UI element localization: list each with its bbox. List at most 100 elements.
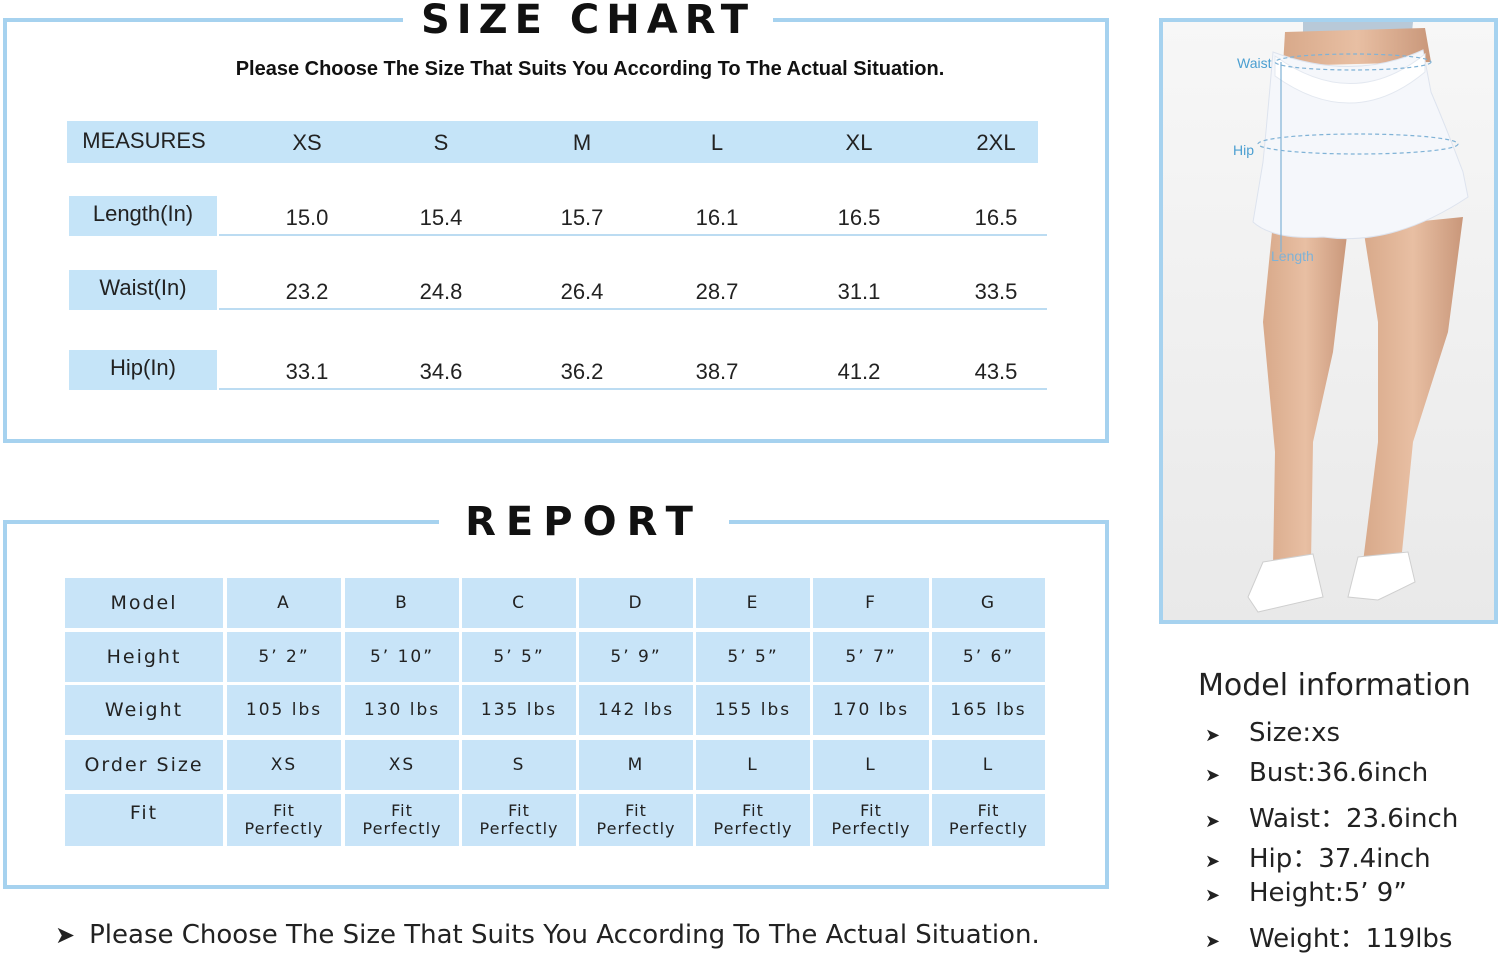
report-row-label: Fit: [65, 794, 223, 846]
report-fit-text: Fit: [860, 801, 882, 820]
bottom-note: ➤ Please Choose The Size That Suits You A…: [55, 920, 1040, 950]
size-value: 23.2: [285, 279, 329, 304]
report-cell: 135 lbs: [462, 685, 576, 735]
size-value: 24.8: [419, 279, 463, 304]
report-cell: 105 lbs: [227, 685, 341, 735]
report-cell: XS: [345, 740, 459, 790]
report-fit-text: Perfectly: [244, 819, 324, 838]
size-value: 16.5: [837, 205, 881, 230]
header-size: XS: [292, 130, 322, 155]
arrow-icon: ➤: [1205, 765, 1221, 786]
size-value: 41.2: [837, 359, 881, 384]
size-value: 33.5: [974, 279, 1018, 304]
size-value: 43.5: [974, 359, 1018, 384]
size-header-band: [67, 121, 1038, 163]
size-chart-subtitle: Please Choose The Size That Suits You Ac…: [235, 58, 945, 80]
report-cell: F: [813, 578, 929, 628]
row-label: Length(In): [92, 201, 194, 226]
report-row-label: Model: [65, 578, 223, 628]
report-cell: 170 lbs: [813, 685, 929, 735]
length-label: Length: [1271, 248, 1314, 264]
size-value: 33.1: [285, 359, 329, 384]
arrow-icon: ➤: [1205, 725, 1221, 746]
header-size: XL: [845, 130, 873, 155]
arrow-icon: ➤: [1205, 885, 1221, 906]
report-cell: 155 lbs: [696, 685, 810, 735]
report-cell: M: [579, 740, 693, 790]
row-divider: [219, 388, 1047, 390]
arrow-icon: ➤: [55, 921, 76, 949]
report-cell: 5’ 9”: [579, 632, 693, 682]
report-fit-cell: Fit Perfectly: [813, 794, 929, 846]
report-fit-text: Perfectly: [713, 819, 793, 838]
report-fit-cell: Fit Perfectly: [696, 794, 810, 846]
report-cell: 5’ 10”: [345, 632, 459, 682]
header-size: 2XL: [976, 130, 1016, 155]
model-info-text: Size:xs: [1249, 718, 1341, 748]
report-cell: A: [227, 578, 341, 628]
report-cell: 5’ 2”: [227, 632, 341, 682]
report-cell: C: [462, 578, 576, 628]
report-fit-text: Perfectly: [479, 819, 559, 838]
report-fit-cell: Fit Perfectly: [932, 794, 1045, 846]
row-label-bg: [69, 350, 217, 390]
size-value: 15.4: [419, 205, 463, 230]
row-divider: [219, 234, 1047, 236]
row-label: Waist(In): [99, 275, 187, 300]
report-fit-text: Perfectly: [362, 819, 442, 838]
model-photo: Waist Hip Length: [1159, 18, 1498, 624]
report-row-label: Order Size: [65, 740, 223, 790]
waist-label: Waist: [1237, 55, 1272, 71]
report-fit-text: Fit: [625, 801, 647, 820]
header-size: S: [433, 130, 449, 155]
report-fit-text: Perfectly: [949, 819, 1028, 838]
report-panel: REPORT Model A B C D E F G Height 5’ 2” 5’ 10” 5’ 5…: [3, 500, 1109, 889]
report-fit-text: Fit: [977, 801, 1000, 820]
report-title: REPORT: [439, 500, 729, 544]
size-value: 26.4: [560, 279, 604, 304]
model-info-title: Model information: [1198, 668, 1471, 703]
arrow-icon: ➤: [1205, 811, 1221, 832]
report-fit-cell: Fit Perfectly: [345, 794, 459, 846]
bottom-note-text: Please Choose The Size That Suits You Ac…: [89, 920, 1040, 950]
size-value: 16.1: [695, 205, 739, 230]
model-info-item: ➤ Size:xs: [1205, 718, 1340, 748]
report-fit-text: Perfectly: [596, 819, 676, 838]
model-info-item: ➤ Hip：37.4inch: [1205, 838, 1431, 875]
header-size: M: [572, 130, 592, 155]
row-label-bg: [69, 270, 217, 310]
row-label-bg: [69, 196, 217, 236]
report-cell: 5’ 5”: [462, 632, 576, 682]
size-chart-panel: SIZE CHART Please Choose The Size That S…: [3, 0, 1109, 443]
report-cell: E: [696, 578, 810, 628]
report-cell: L: [696, 740, 810, 790]
report-cell: D: [579, 578, 693, 628]
size-value: 36.2: [560, 359, 604, 384]
size-value: 15.7: [560, 205, 604, 230]
row-label: Hip(In): [109, 355, 176, 380]
model-info-text: Weight：119lbs: [1249, 924, 1453, 954]
report-cell: 5’ 7”: [813, 632, 929, 682]
size-value: 38.7: [695, 359, 739, 384]
report-fit-text: Fit: [273, 801, 295, 820]
arrow-icon: ➤: [1205, 931, 1221, 952]
report-cell: L: [813, 740, 929, 790]
report-cell: 142 lbs: [579, 685, 693, 735]
size-value: 31.1: [837, 279, 881, 304]
header-measures: MEASURES: [82, 128, 206, 153]
model-info-item: ➤ Weight：119lbs: [1205, 918, 1452, 955]
report-cell: 5’ 6”: [932, 632, 1045, 682]
hip-label: Hip: [1233, 142, 1255, 158]
report-cell: S: [462, 740, 576, 790]
report-cell: G: [932, 578, 1045, 628]
skirt-illustration: [1163, 22, 1494, 620]
header-size: L: [710, 130, 724, 155]
report-cell: B: [345, 578, 459, 628]
report-cell: 5’ 5”: [696, 632, 810, 682]
size-value: 16.5: [974, 205, 1018, 230]
model-info-text: Bust:36.6inch: [1249, 758, 1429, 788]
size-chart-title: SIZE CHART: [403, 0, 773, 42]
model-info-item: ➤ Waist：23.6inch: [1205, 798, 1458, 835]
model-info-text: Height:5’ 9”: [1249, 878, 1407, 908]
model-info-text: Waist：23.6inch: [1249, 804, 1459, 834]
